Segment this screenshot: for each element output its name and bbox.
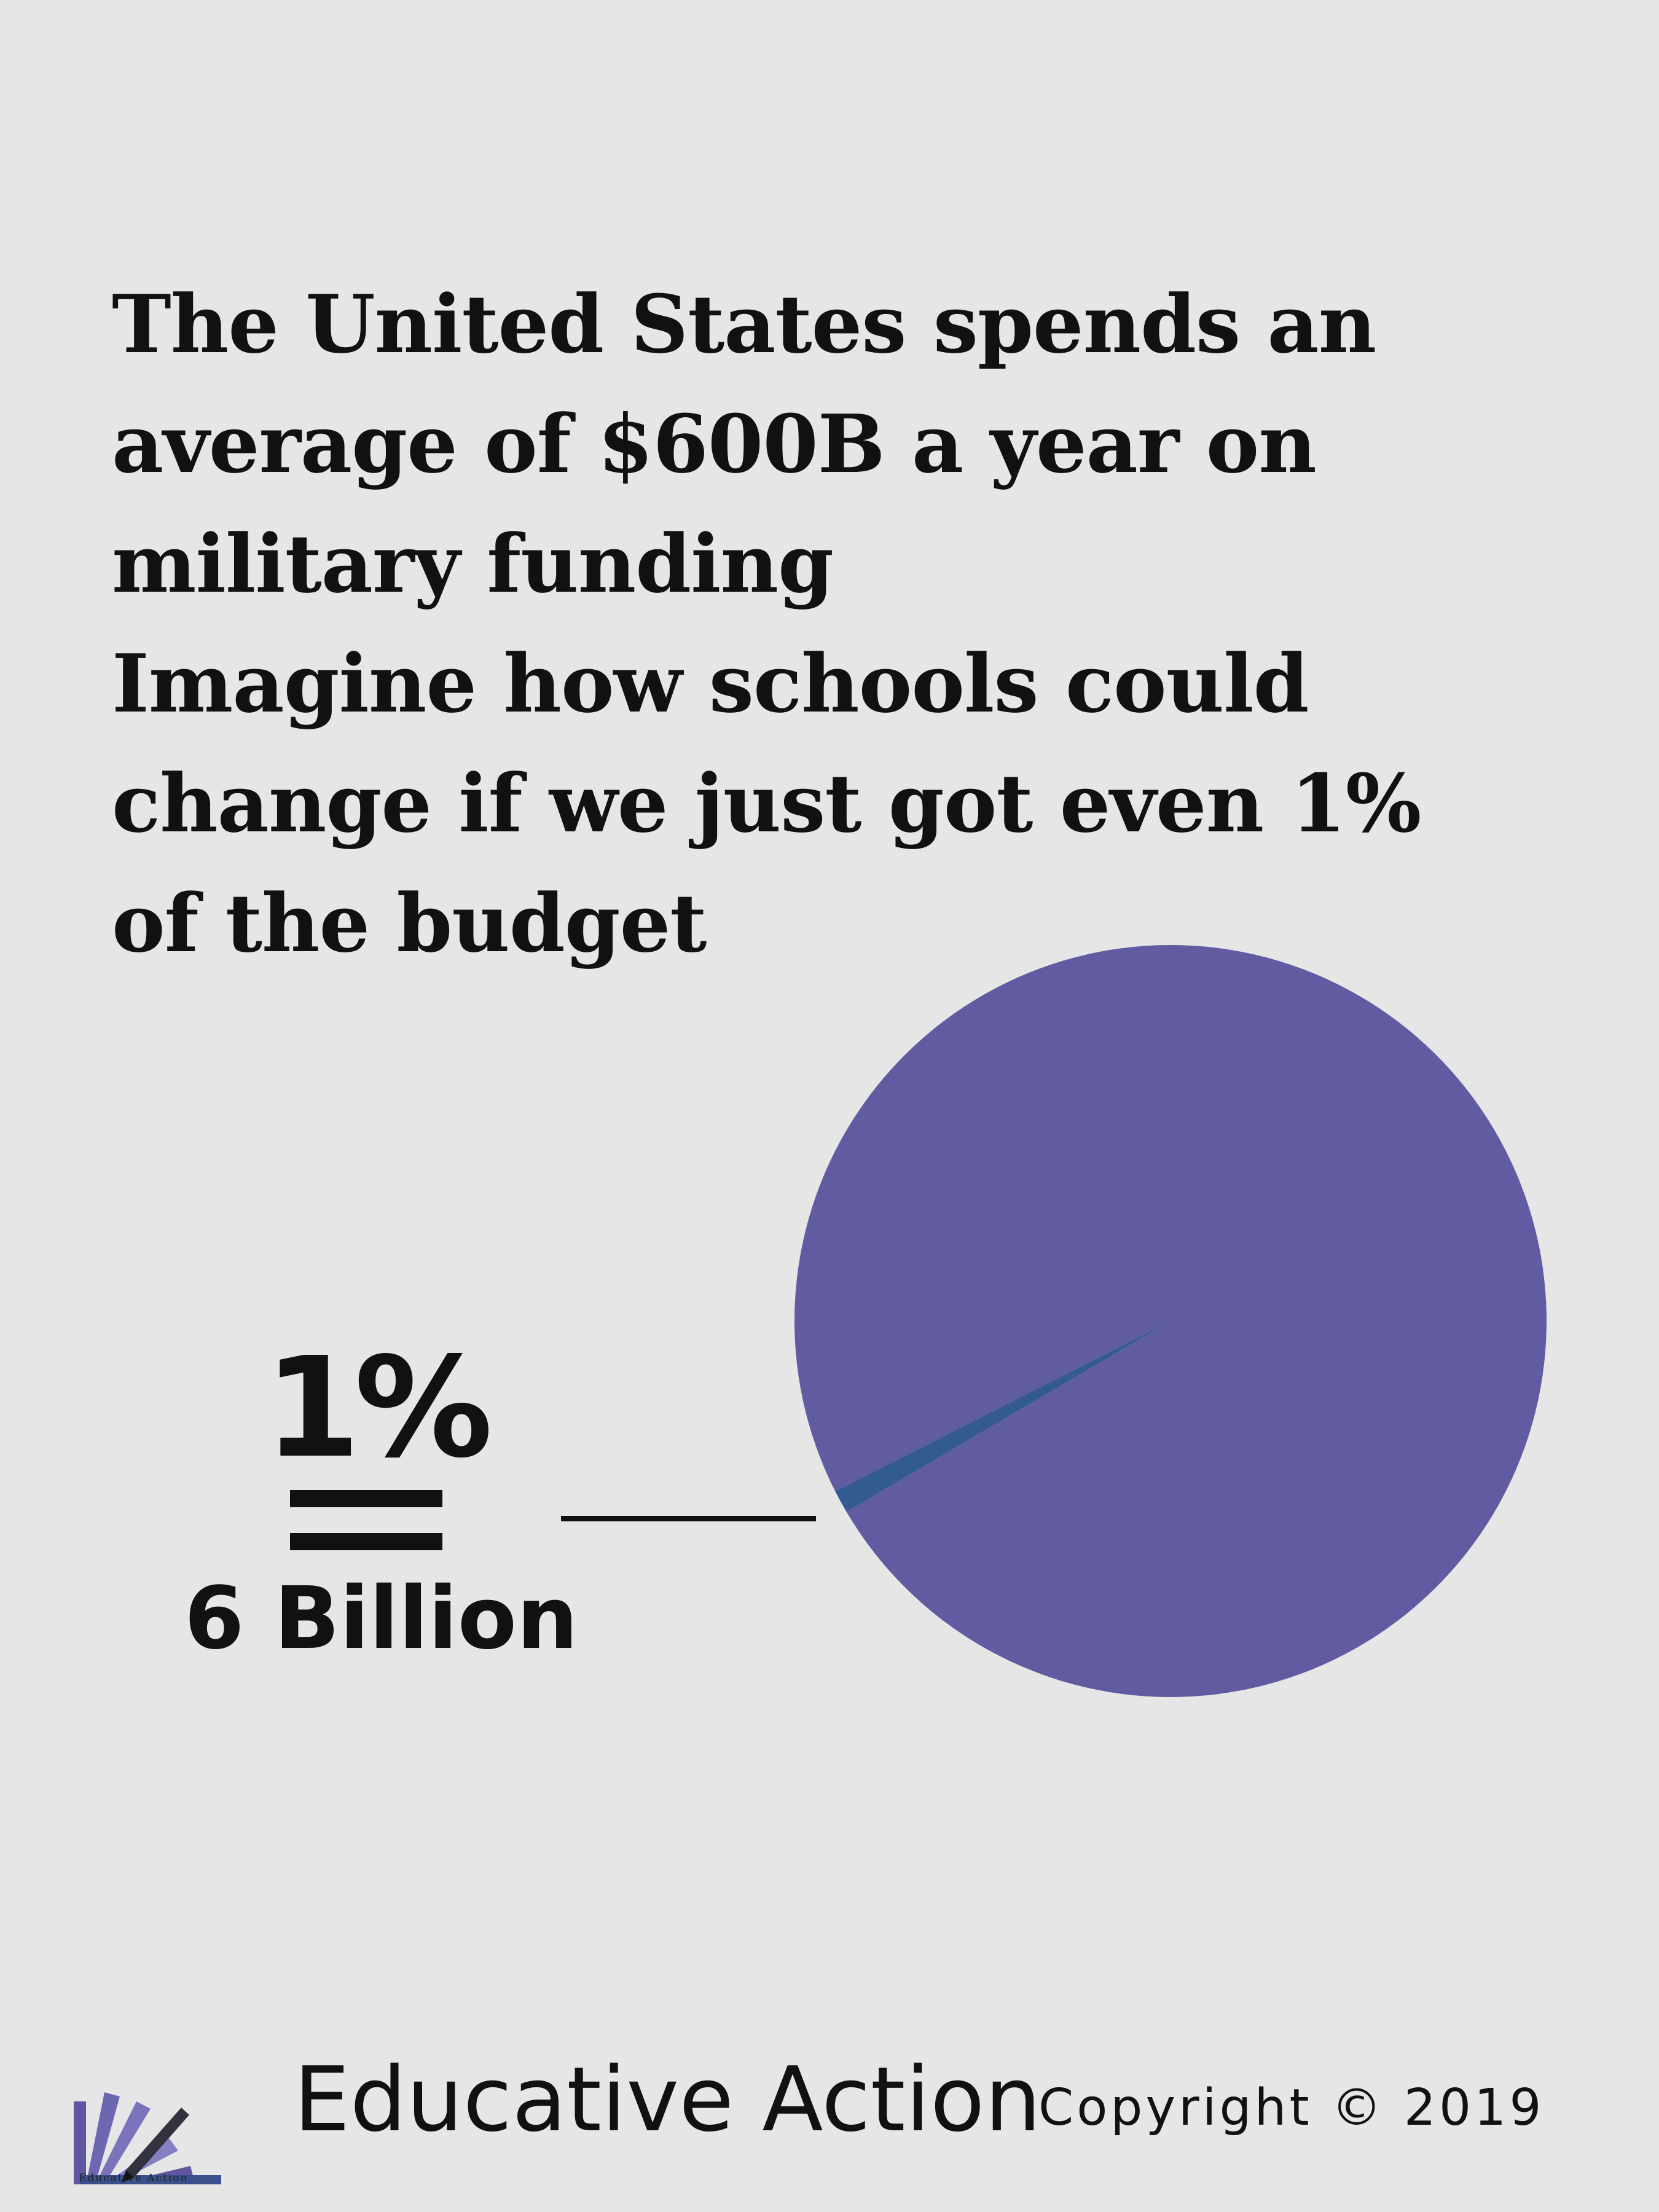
pie-slice-1-percent [835,1321,1171,1512]
pencil-tip-icon [122,2170,134,2183]
logo-ray [74,2101,86,2184]
pencil-icon [126,2108,189,2178]
logo-ray [86,2092,120,2184]
headline-line: military funding [112,517,834,611]
brand-name: Educative Action [294,2048,1041,2152]
copyright-text: Copyright © 2019 [1038,2079,1545,2137]
equals-sign [290,1490,442,1558]
amount-label: 6 Billion [184,1569,578,1669]
headline-line: change if we just got even 1% [112,756,1421,850]
educative-action-logo-icon [74,2092,221,2184]
pie-slice-remainder [794,945,1547,1698]
equals-bar-bottom [290,1533,442,1550]
logo-base [80,2175,221,2184]
percent-label: 1% [264,1328,493,1489]
headline-line: of the budget [112,876,707,970]
logo-caption: Educative Action [79,2172,189,2184]
connector-line [561,1516,816,1521]
headline-line: average of $600B a year on [112,397,1317,491]
equals-bar-top [290,1490,442,1507]
headline: The United States spends an average of $… [112,264,1525,983]
logo-ray [95,2101,151,2184]
headline-line: The United States spends an [112,277,1376,371]
headline-line: Imagine how schools could [112,637,1309,731]
